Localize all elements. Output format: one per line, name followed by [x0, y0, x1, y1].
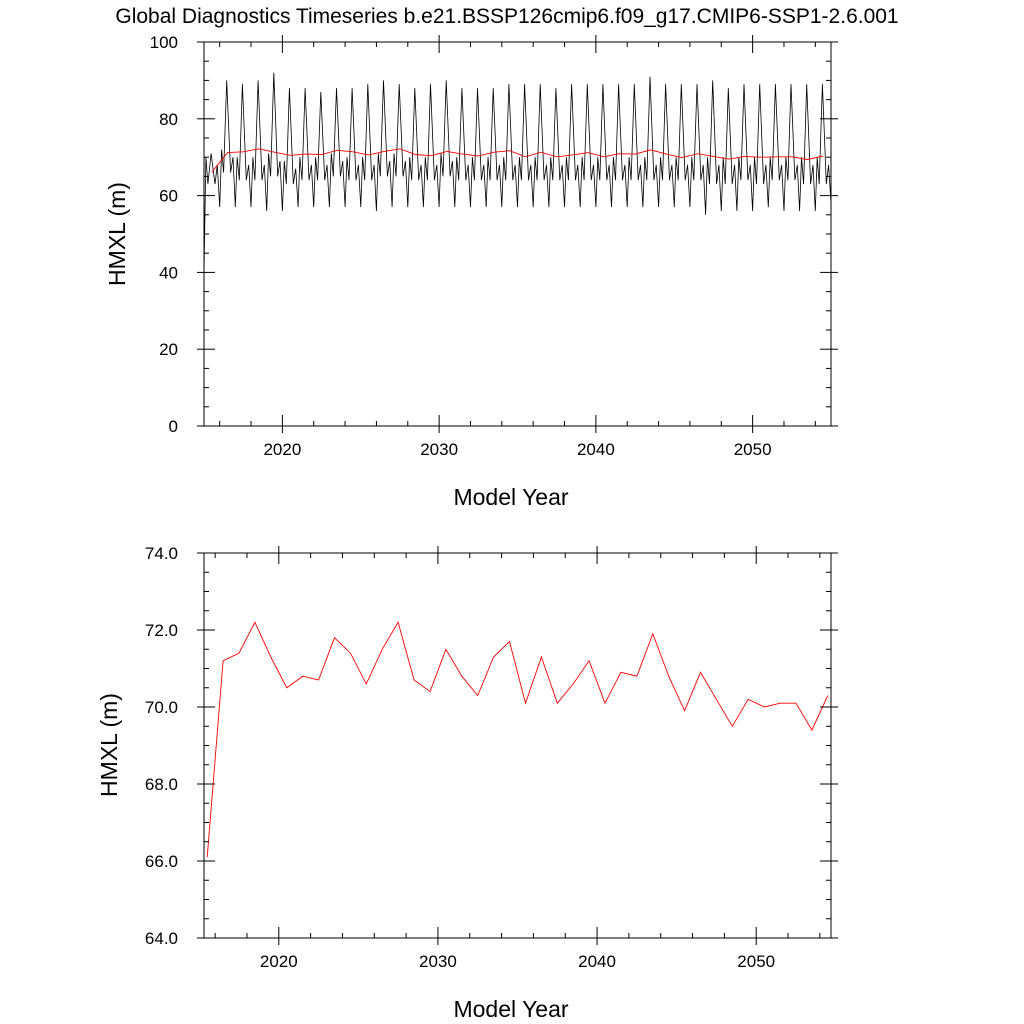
y-tick-label: 66.0: [145, 852, 178, 871]
y-tick-label: 20: [159, 340, 178, 359]
bottom-panel-annual-series-line: [206, 621, 829, 858]
x-tick-label: 2050: [734, 440, 772, 459]
x-tick-label: 2020: [260, 952, 298, 971]
top-panel-y-axis-title: HMXL (m): [104, 182, 130, 286]
y-tick-label: 100: [150, 33, 178, 52]
top-panel-x-axis-title: Model Year: [453, 484, 568, 510]
y-tick-label: 0: [169, 417, 178, 436]
x-tick-label: 2050: [737, 952, 775, 971]
y-tick-label: 40: [159, 263, 178, 282]
y-tick-label: 74.0: [145, 544, 178, 563]
top-panel-series: [203, 72, 832, 273]
y-tick-label: 80: [159, 110, 178, 129]
bottom-panel-x-axis-title: Model Year: [453, 996, 568, 1022]
bottom-panel-ticks: 2020 2030 2040 2050 64.0 66.0 68.0 70.0 72.0 74.0: [145, 544, 838, 971]
figure-title: Global Diagnostics Timeseries b.e21.BSSP…: [115, 5, 898, 28]
x-tick-label: 2030: [419, 952, 457, 971]
y-tick-label: 64.0: [145, 929, 178, 948]
x-tick-label: 2040: [577, 440, 615, 459]
bottom-panel: 2020 2030 2040 2050 64.0 66.0 68.0 70.0 72.0 74.0…: [96, 544, 838, 1022]
bottom-panel-y-axis-title: HMXL (m): [96, 693, 122, 797]
bottom-panel-frame: [203, 552, 832, 939]
y-tick-label: 68.0: [145, 775, 178, 794]
top-panel-annual-series-line: [211, 148, 824, 173]
top-panel-monthly-series-line: [203, 72, 832, 273]
y-tick-label: 70.0: [145, 698, 178, 717]
y-tick-label: 60: [159, 187, 178, 206]
x-tick-label: 2040: [578, 952, 616, 971]
y-tick-label: 72.0: [145, 621, 178, 640]
x-tick-label: 2030: [420, 440, 458, 459]
bottom-panel-series: [206, 621, 829, 858]
x-tick-label: 2020: [263, 440, 301, 459]
top-panel-frame: [203, 41, 832, 427]
